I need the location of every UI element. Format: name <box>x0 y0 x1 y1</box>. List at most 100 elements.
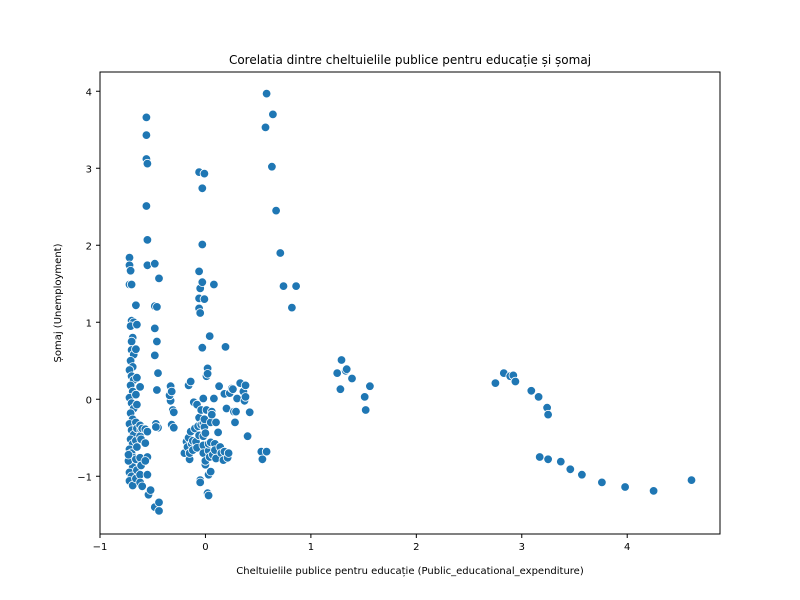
scatter-point <box>490 378 501 388</box>
y-axis-label: Șomaj (Unemployment) <box>53 243 64 362</box>
scatter-point <box>132 373 142 383</box>
scatter-point <box>150 323 160 334</box>
scatter-point <box>543 409 553 420</box>
x-tick-label: 4 <box>624 542 630 553</box>
y-tick-label: 1 <box>86 318 92 329</box>
x-tick-label: 1 <box>308 542 314 553</box>
scatter-point <box>152 385 162 395</box>
scatter-point <box>150 350 160 361</box>
scatter-point <box>197 183 208 194</box>
scatter-point <box>543 454 553 465</box>
scatter-point <box>126 336 137 347</box>
y-tick-label: −1 <box>77 472 92 483</box>
scatter-point <box>526 386 537 396</box>
scatter-point <box>242 431 253 441</box>
scatter-point <box>140 438 151 448</box>
scatter-point <box>533 392 544 402</box>
scatter-point <box>261 88 272 99</box>
scatter-point <box>194 266 204 277</box>
scatter-point <box>336 355 347 365</box>
scatter-point <box>154 497 164 508</box>
scatter-point <box>126 279 137 290</box>
scatter-point <box>166 386 177 397</box>
scatter-point <box>240 380 251 391</box>
scatter-point <box>153 368 163 378</box>
scatter-point <box>620 482 630 492</box>
scatter-point <box>200 428 211 438</box>
scatter-point <box>185 376 196 387</box>
scatter-point <box>360 392 370 402</box>
scatter-point <box>135 382 145 392</box>
scatter-point <box>347 373 357 384</box>
y-tick-label: 3 <box>86 164 92 175</box>
plot-frame <box>99 71 721 535</box>
scatter-point <box>240 392 251 402</box>
scatter-point <box>140 456 151 466</box>
scatter-point <box>125 266 136 276</box>
scatter-point <box>287 302 297 313</box>
scatter-point <box>231 406 241 417</box>
x-tick-label: −1 <box>93 542 108 553</box>
scatter-point <box>597 477 607 488</box>
scatter-point <box>361 405 371 415</box>
scatter-point <box>141 201 152 211</box>
scatter-point <box>151 422 161 432</box>
scatter-point <box>132 319 142 330</box>
x-tick-label: 3 <box>519 542 525 553</box>
scatter-point <box>154 506 164 516</box>
y-tick-label: 0 <box>86 395 92 406</box>
scatter-point <box>510 376 521 387</box>
scatter-point <box>648 486 659 496</box>
scatter-point <box>565 464 576 475</box>
scatter-point <box>137 481 147 492</box>
scatter-point <box>152 336 162 347</box>
scatter-point <box>152 302 162 312</box>
scatter-point <box>271 205 281 216</box>
scatter-point <box>214 381 224 391</box>
scatter-point <box>199 168 210 179</box>
scatter-point <box>577 470 587 480</box>
scatter-point <box>230 417 240 428</box>
scatter-point <box>198 393 209 404</box>
scatter-point <box>332 368 342 378</box>
scatter-point <box>131 389 141 400</box>
scatter-point <box>205 466 216 477</box>
scatter-point <box>197 277 208 287</box>
scatter-point <box>154 273 164 284</box>
scatter-point <box>223 448 234 458</box>
scatter-point <box>202 369 213 379</box>
scatter-point <box>556 456 566 467</box>
scatter-point <box>209 279 219 290</box>
scatter-point <box>142 470 153 480</box>
scatter-point <box>203 490 214 501</box>
scatter-point <box>261 446 272 457</box>
scatter-point <box>268 109 278 120</box>
x-tick-label: 0 <box>202 542 208 553</box>
scatter-point <box>275 248 286 258</box>
scatter-point <box>207 409 217 420</box>
scatter-point <box>195 477 205 488</box>
scatter-point <box>132 399 142 410</box>
x-tick-label: 2 <box>413 542 419 553</box>
scatter-point <box>169 407 179 418</box>
axis-ticks: −1 0 1 2 3 4 −1 0 1 2 3 4 <box>77 87 630 553</box>
scatter-point <box>197 239 208 250</box>
scatter-point <box>195 308 205 318</box>
scatter-point <box>204 331 215 341</box>
x-axis-label: Cheltuielile publice pentru educație (Pu… <box>236 566 584 577</box>
scatter-point <box>244 407 255 418</box>
scatter-point <box>145 485 156 495</box>
scatter-point <box>267 161 277 172</box>
scatter-point <box>123 450 134 460</box>
y-tick-label: 4 <box>86 87 92 98</box>
scatter-point <box>278 281 289 291</box>
scatter-point <box>220 342 231 352</box>
scatter-point <box>141 130 152 140</box>
scatter-point <box>535 452 545 462</box>
scatter-point <box>342 364 352 374</box>
scatter-point <box>686 475 697 485</box>
scatter-point <box>257 454 268 465</box>
chart-title: Corelatia dintre cheltuielile publice pe… <box>229 53 591 67</box>
